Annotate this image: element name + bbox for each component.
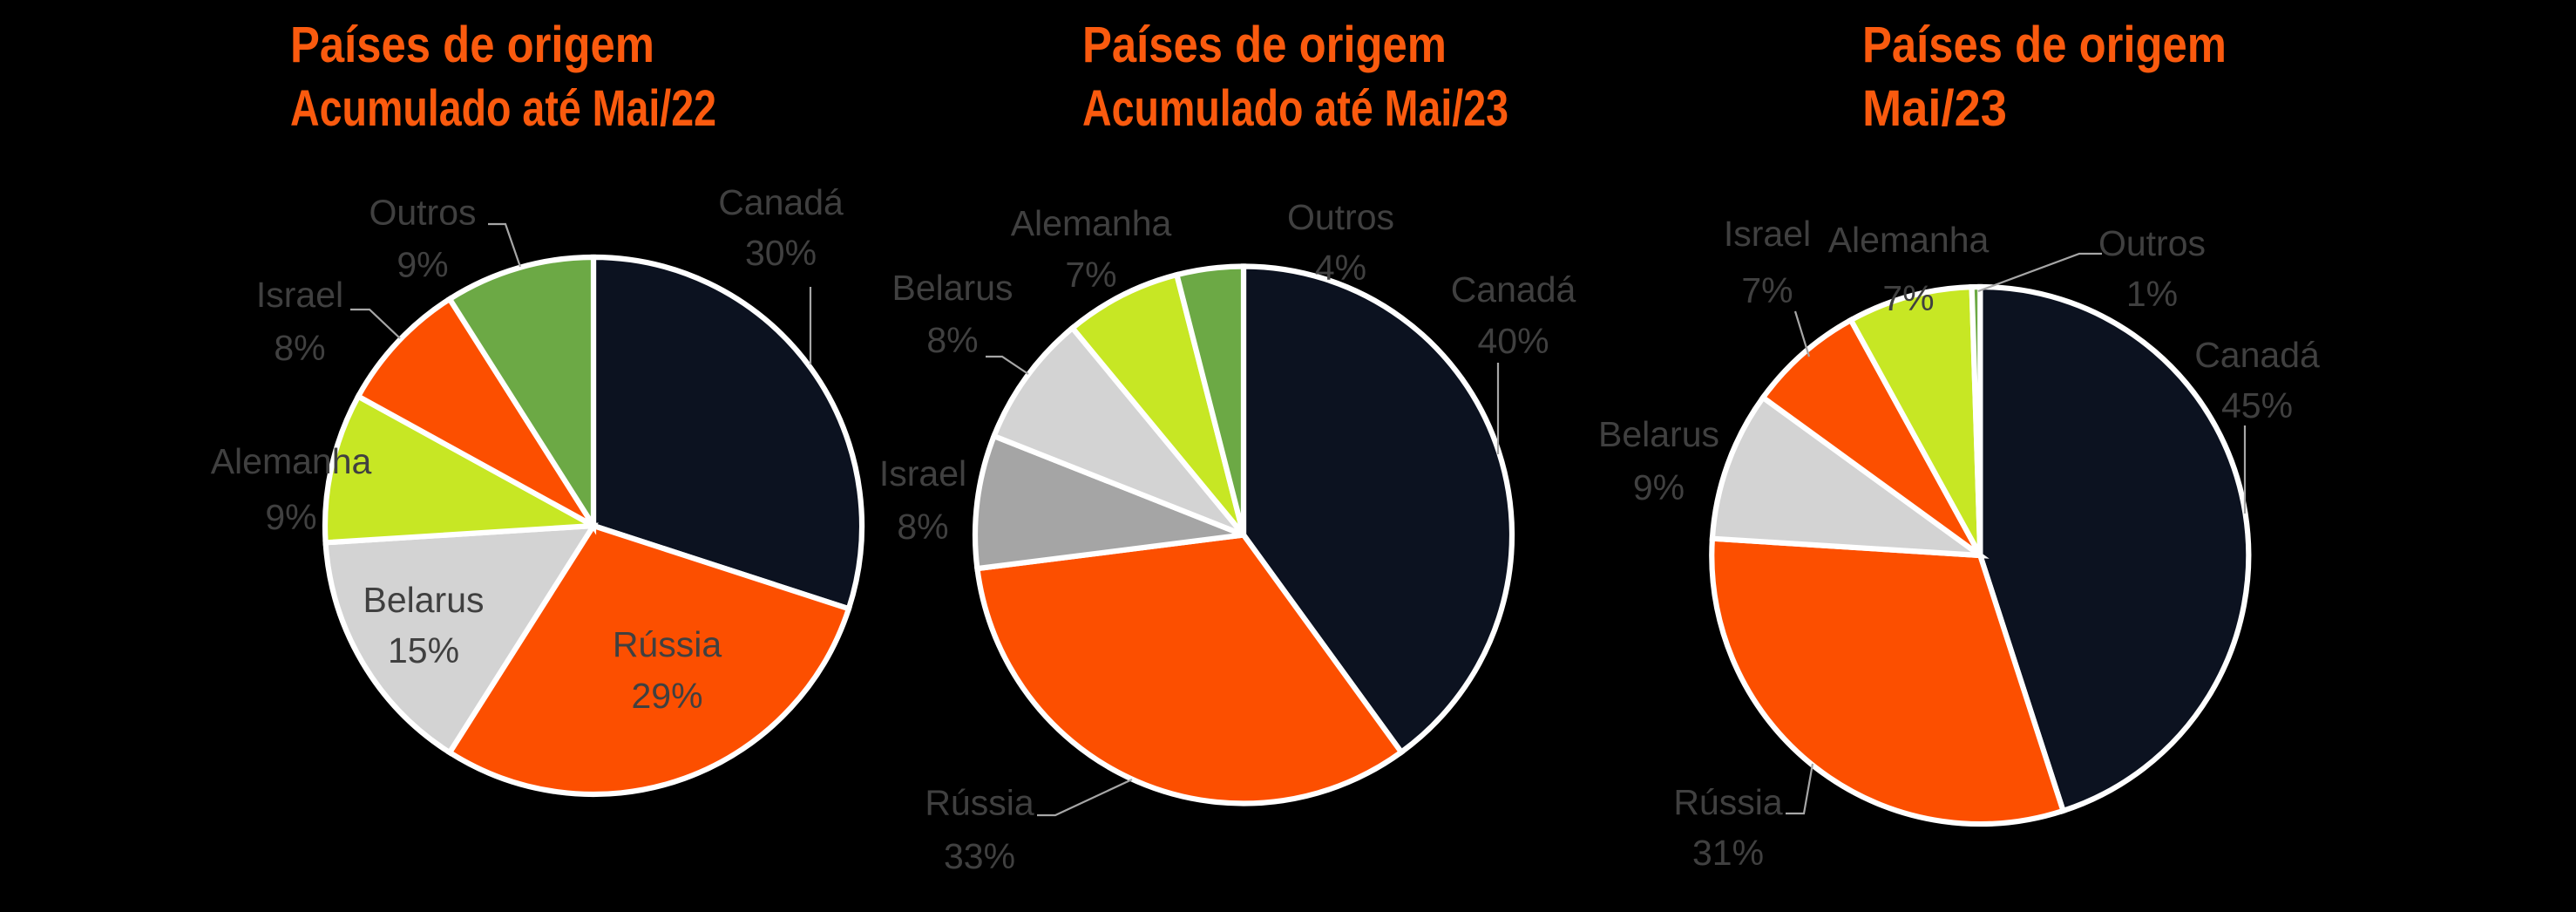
svg-text:Belarus: Belarus: [891, 268, 1013, 308]
svg-text:Países de origem: Países de origem: [1082, 17, 1447, 73]
svg-text:Belarus: Belarus: [363, 580, 484, 620]
svg-text:4%: 4%: [1315, 248, 1366, 288]
svg-text:7%: 7%: [1065, 255, 1116, 295]
svg-text:Rússia: Rússia: [1673, 782, 1783, 822]
svg-text:Países de origem: Países de origem: [290, 17, 654, 73]
svg-text:9%: 9%: [1633, 467, 1685, 507]
svg-text:Rússia: Rússia: [925, 783, 1034, 823]
svg-text:Alemanha: Alemanha: [211, 441, 372, 481]
svg-text:7%: 7%: [1882, 278, 1934, 318]
svg-text:33%: 33%: [944, 836, 1015, 876]
svg-text:Mai/23: Mai/23: [1862, 80, 2007, 137]
svg-text:9%: 9%: [265, 497, 316, 537]
svg-text:31%: 31%: [1692, 833, 1764, 873]
svg-text:Canadá: Canadá: [718, 182, 844, 222]
svg-text:8%: 8%: [897, 507, 948, 547]
svg-text:Canadá: Canadá: [1451, 269, 1576, 310]
svg-text:7%: 7%: [1741, 270, 1793, 310]
svg-text:Israel: Israel: [256, 275, 343, 315]
svg-text:Rússia: Rússia: [613, 624, 722, 664]
svg-text:Acumulado até Mai/22: Acumulado até Mai/22: [290, 80, 716, 137]
svg-text:Acumulado até Mai/23: Acumulado até Mai/23: [1082, 80, 1508, 137]
svg-text:9%: 9%: [397, 245, 448, 285]
svg-text:Israel: Israel: [1724, 214, 1811, 254]
svg-text:Israel: Israel: [879, 453, 966, 493]
svg-text:Canadá: Canadá: [2194, 335, 2320, 375]
svg-text:8%: 8%: [274, 328, 325, 368]
svg-text:8%: 8%: [926, 320, 978, 360]
svg-text:30%: 30%: [745, 233, 817, 273]
svg-text:15%: 15%: [388, 630, 459, 670]
svg-text:Outros: Outros: [1287, 197, 1394, 237]
svg-text:Alemanha: Alemanha: [1828, 220, 1990, 260]
svg-text:Belarus: Belarus: [1598, 414, 1719, 454]
svg-text:1%: 1%: [2126, 274, 2178, 314]
svg-text:Outros: Outros: [2098, 223, 2206, 263]
svg-text:40%: 40%: [1477, 321, 1549, 361]
svg-text:29%: 29%: [631, 676, 702, 716]
svg-text:Países de origem: Países de origem: [1862, 17, 2227, 73]
svg-text:45%: 45%: [2221, 385, 2293, 425]
svg-text:Alemanha: Alemanha: [1011, 203, 1172, 243]
svg-text:Outros: Outros: [369, 193, 476, 233]
